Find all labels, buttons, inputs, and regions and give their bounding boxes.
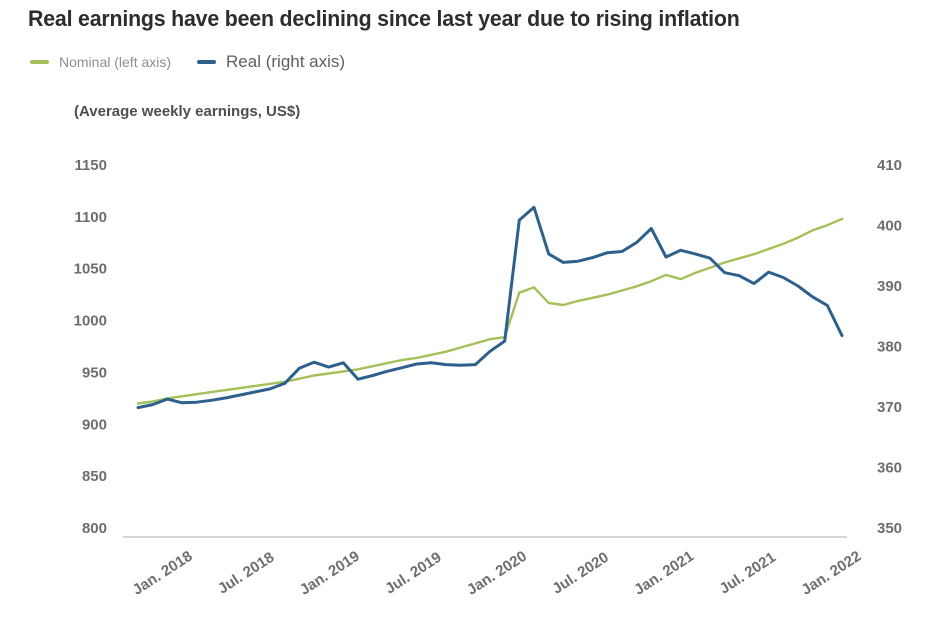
nominal-legend-dash-icon: [30, 60, 49, 64]
x-axis-tick-label: Jan. 2018: [130, 548, 196, 599]
x-axis-tick-label: Jul. 2018: [215, 549, 277, 598]
x-axis-tick-label: Jul. 2020: [549, 549, 611, 598]
legend-label-real: Real (right axis): [226, 52, 346, 71]
x-axis-tick-label: Jan. 2020: [464, 548, 530, 599]
right-axis-tick-label: 360: [877, 460, 902, 477]
nominal-line: [136, 217, 844, 405]
real-line: [136, 205, 844, 410]
right-axis-tick-label: 410: [877, 157, 902, 174]
right-axis-tick-label: 350: [877, 520, 902, 537]
x-axis-tick-label: Jul. 2019: [382, 549, 444, 598]
legend-label-nominal: Nominal (left axis): [59, 54, 172, 70]
left-axis-tick-label: 1050: [74, 261, 107, 278]
left-axis-tick-label: 900: [82, 416, 107, 433]
left-axis-tick-label: 950: [82, 364, 107, 381]
right-axis-tick-label: 400: [877, 218, 902, 235]
right-axis-tick-label: 380: [877, 339, 902, 356]
left-axis-tick-label: 850: [82, 468, 107, 485]
x-axis-tick-label: Jan. 2021: [631, 548, 697, 599]
left-axis-tick-label: 1000: [74, 313, 107, 330]
left-axis-tick-label: 1100: [74, 209, 107, 226]
chart-title: Real earnings have been declining since …: [28, 6, 740, 31]
real-legend-dash-icon: [197, 60, 217, 64]
x-axis-tick-label: Jan. 2022: [798, 548, 864, 599]
x-axis-tick-label: Jan. 2019: [297, 548, 363, 599]
legend: Nominal (left axis) Real (right axis): [30, 52, 345, 72]
right-axis-tick-label: 390: [877, 278, 902, 295]
left-axis-tick-label: 800: [82, 520, 107, 537]
left-axis-tick-label: 1150: [74, 157, 107, 174]
x-axis-tick-label: Jul. 2021: [717, 549, 779, 598]
right-axis-tick-label: 370: [877, 399, 902, 416]
axis-units-subtitle: (Average weekly earnings, US$): [74, 103, 301, 120]
